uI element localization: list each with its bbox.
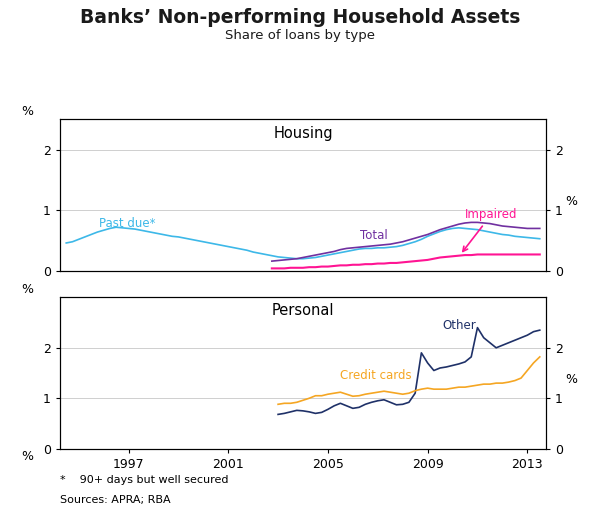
Text: Impaired: Impaired (463, 208, 518, 251)
Text: Total: Total (361, 229, 388, 242)
Text: %: % (21, 105, 33, 118)
Text: Other: Other (443, 319, 476, 332)
Text: %: % (21, 450, 33, 463)
Text: Sources: APRA; RBA: Sources: APRA; RBA (60, 495, 170, 505)
Text: %: % (21, 283, 33, 296)
Text: *    90+ days but well secured: * 90+ days but well secured (60, 475, 229, 485)
Text: Personal: Personal (272, 303, 334, 319)
Y-axis label: %: % (565, 195, 577, 208)
Y-axis label: %: % (565, 373, 577, 386)
Text: Housing: Housing (273, 125, 333, 141)
Text: Credit cards: Credit cards (340, 369, 412, 382)
Text: Past due*: Past due* (98, 217, 155, 230)
Text: Banks’ Non-performing Household Assets: Banks’ Non-performing Household Assets (80, 8, 520, 27)
Text: Share of loans by type: Share of loans by type (225, 29, 375, 42)
